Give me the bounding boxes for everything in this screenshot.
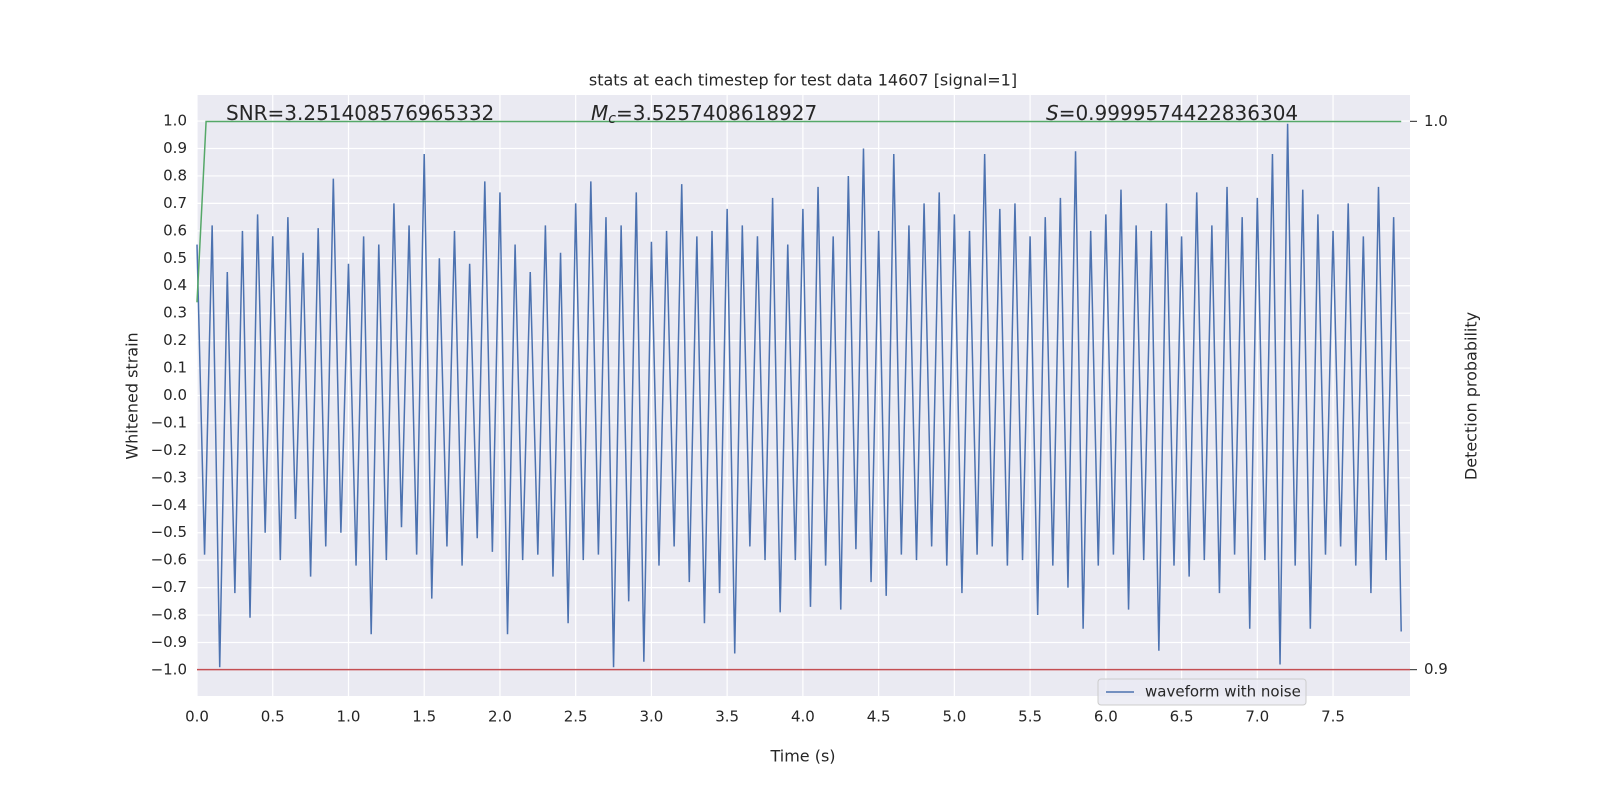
x-tick-label: 2.0: [488, 708, 512, 726]
annotation-text: =3.5257408618927: [616, 101, 817, 125]
x-tick-label: 5.0: [942, 708, 966, 726]
x-tick-label: 0.0: [185, 708, 209, 726]
y2-tick-label: 1.0: [1424, 112, 1448, 130]
y-tick-label: −0.8: [151, 606, 187, 624]
y-tick-label: 0.2: [163, 331, 187, 349]
series-line: [196, 120, 1402, 303]
y-tick-label: −0.3: [151, 468, 187, 486]
y-tick-label: 1.0: [163, 112, 187, 130]
y-tick-label: −0.4: [151, 496, 187, 514]
y-tick-label: −0.2: [151, 441, 187, 459]
legend-label: waveform with noise: [1145, 683, 1301, 701]
legend-box: [1097, 678, 1307, 706]
x-tick-label: 3.5: [715, 708, 739, 726]
x-tick-label: 7.5: [1321, 708, 1345, 726]
x-tick-label: 7.0: [1245, 708, 1269, 726]
y-tick-label: 0.8: [163, 166, 187, 184]
annotation-symbol: M: [591, 101, 608, 125]
y-tick-label: 0.1: [163, 359, 187, 377]
y-tick-label: 0.0: [163, 386, 187, 404]
annotation: SNR=3.251408576965332: [226, 101, 494, 125]
x-tick-label: 3.0: [639, 708, 663, 726]
y-tick-label: 0.4: [163, 276, 187, 294]
x-axis-label: Time (s): [769, 747, 835, 766]
x-tick-label: 4.5: [867, 708, 891, 726]
y-tick-label: 0.9: [163, 139, 187, 157]
y-tick-label: −0.1: [151, 413, 187, 431]
x-tick-label: 6.0: [1094, 708, 1118, 726]
annotation: Mc=3.5257408618927: [591, 101, 817, 128]
y-tick-label: −1.0: [151, 660, 187, 678]
x-tick-label: 5.5: [1018, 708, 1042, 726]
annotation-subscript: c: [608, 111, 616, 127]
x-tick-label: 4.0: [791, 708, 815, 726]
y-tick-label: −0.6: [151, 551, 187, 569]
y-tick-label: −0.7: [151, 578, 187, 596]
x-tick-label: 1.5: [412, 708, 436, 726]
y-tick-label: 0.7: [163, 194, 187, 212]
series-line: [196, 123, 1402, 668]
annotation-text: SNR=3.251408576965332: [226, 101, 494, 125]
y-tick-label: 0.6: [163, 221, 187, 239]
y-axis-label: Whitened strain: [123, 332, 142, 459]
y-tick-label: −0.9: [151, 633, 187, 651]
x-tick-label: 0.5: [261, 708, 285, 726]
y-tick-label: 0.3: [163, 304, 187, 322]
annotation-symbol: S: [1046, 101, 1059, 125]
y-tick-label: 0.5: [163, 249, 187, 267]
x-tick-label: 2.5: [564, 708, 588, 726]
x-tick-label: 1.0: [337, 708, 361, 726]
y2-tick-label: 0.9: [1424, 660, 1448, 678]
y-tick-label: −0.5: [151, 523, 187, 541]
x-tick-label: 6.5: [1170, 708, 1194, 726]
annotation: S=0.9999574422836304: [1046, 101, 1298, 125]
y2-axis-label: Detection probability: [1462, 312, 1481, 480]
chart-title: stats at each timestep for test data 146…: [589, 71, 1017, 90]
annotation-text: =0.9999574422836304: [1059, 101, 1298, 125]
